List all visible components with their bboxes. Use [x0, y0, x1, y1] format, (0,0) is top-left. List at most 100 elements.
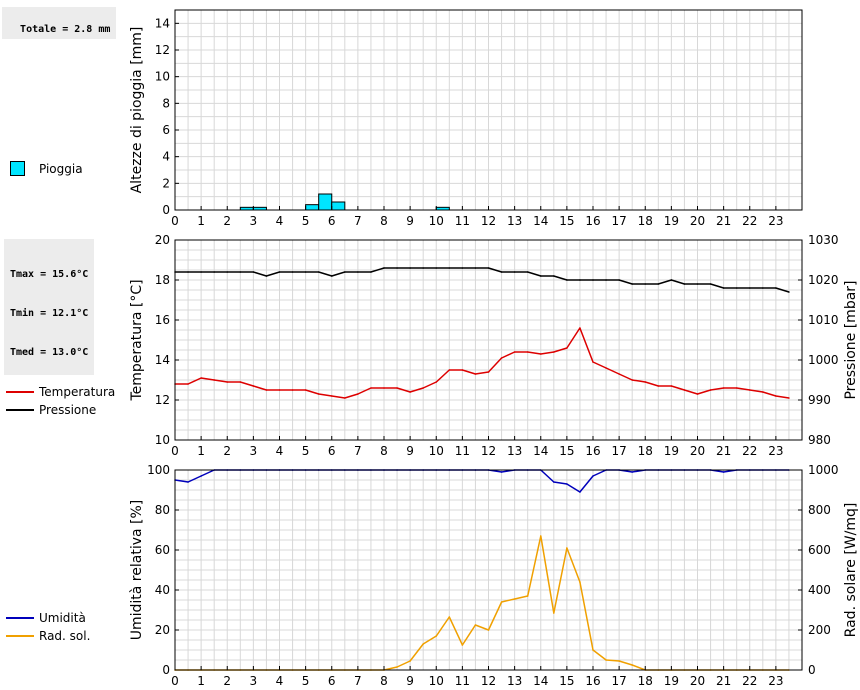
x-tick-label: 9: [406, 214, 414, 228]
temperature-point: [213, 379, 215, 381]
x-tick-label: 11: [455, 214, 470, 228]
pressure-point: [592, 279, 594, 281]
pressure-point: [513, 271, 516, 273]
temperature-point: [592, 361, 594, 363]
x-tick-label: 18: [638, 674, 653, 688]
temperature-point: [618, 373, 620, 375]
temperature-point: [344, 397, 346, 399]
y2-tick-label: 800: [808, 503, 831, 517]
pressure-point: [213, 271, 215, 273]
pressure-point: [474, 267, 477, 269]
x-tick-label: 5: [302, 444, 310, 458]
pressure-point: [409, 267, 411, 269]
pressure-point: [618, 279, 620, 281]
x-tick-label: 4: [276, 674, 284, 688]
solar-point: [618, 660, 620, 662]
pressure-point: [631, 283, 633, 285]
temperature-point: [748, 389, 751, 391]
temperature-point: [735, 387, 738, 389]
pressure-point: [775, 287, 777, 289]
solar-point: [579, 581, 581, 583]
pressure-point: [278, 271, 281, 273]
temperature-point: [500, 357, 503, 359]
x-tick-label: 0: [171, 444, 179, 458]
pressure-point: [291, 271, 294, 273]
solar-point: [553, 612, 555, 614]
pressure-point: [187, 271, 189, 273]
x-tick-label: 17: [611, 214, 626, 228]
x-tick-label: 16: [585, 444, 600, 458]
y2-tick-label: 200: [808, 623, 831, 637]
temperature-point: [526, 351, 529, 353]
solar-point: [435, 635, 438, 637]
y-tick-label: 80: [155, 503, 170, 517]
y2-tick-label: 1000: [808, 463, 839, 477]
humidity-point: [566, 483, 568, 485]
x-tick-label: 8: [380, 214, 388, 228]
solar-point: [422, 643, 424, 645]
y-tick-label: 100: [147, 463, 170, 477]
x-tick-label: 6: [328, 674, 336, 688]
y-axis-title: Altezze di pioggia [mm]: [129, 27, 145, 194]
temperature-point: [239, 381, 242, 383]
y-tick-label: 10: [155, 433, 170, 447]
pressure-point: [487, 267, 490, 269]
humidity-point: [187, 481, 189, 483]
x-tick-label: 19: [664, 444, 679, 458]
temperature-point: [265, 389, 268, 391]
solar-point: [526, 595, 529, 597]
x-tick-label: 23: [768, 214, 783, 228]
pressure-point: [735, 287, 738, 289]
temperature-point: [422, 387, 424, 389]
x-tick-label: 6: [328, 214, 336, 228]
x-tick-label: 7: [354, 444, 362, 458]
temperature-point: [200, 377, 202, 379]
x-tick-label: 20: [690, 674, 705, 688]
temperature-point: [474, 373, 477, 375]
temperature-point: [226, 381, 229, 383]
pressure-point: [226, 271, 229, 273]
x-tick-label: 11: [455, 674, 470, 688]
temperature-point: [278, 389, 281, 391]
temperature-point: [762, 391, 764, 393]
legend-item-pressure: Pressione: [6, 401, 115, 419]
pressure-point: [579, 279, 581, 281]
y2-tick-label: 1010: [808, 313, 839, 327]
pressure-point: [461, 267, 464, 269]
x-tick-label: 5: [302, 214, 310, 228]
x-tick-label: 15: [559, 214, 574, 228]
pressure-point: [670, 279, 673, 281]
pressure-point: [762, 287, 764, 289]
temperature-point: [317, 393, 320, 395]
y-tick-label: 10: [155, 70, 170, 84]
x-tick-label: 1: [197, 674, 205, 688]
solar-point: [474, 624, 477, 626]
legend-humidity-label: Umidità: [39, 611, 86, 625]
x-tick-label: 18: [638, 214, 653, 228]
rain-bar: [331, 201, 346, 211]
pressure-point: [526, 271, 529, 273]
humidity-point: [200, 475, 202, 477]
x-tick-label: 2: [223, 674, 231, 688]
x-tick-label: 15: [559, 444, 574, 458]
x-tick-label: 19: [664, 674, 679, 688]
x-tick-label: 16: [585, 674, 600, 688]
y2-axis-title: Pressione [mbar]: [843, 280, 859, 399]
x-tick-label: 21: [716, 214, 731, 228]
y-tick-label: 4: [162, 150, 170, 164]
humidity-line: [174, 469, 789, 493]
tmed-text: Tmed = 13.0°C: [10, 347, 89, 358]
temperature-point: [291, 389, 294, 391]
temperature-point: [252, 385, 255, 387]
humidity-point: [579, 491, 581, 493]
solar-point: [487, 629, 490, 631]
x-tick-label: 9: [406, 444, 414, 458]
x-tick-label: 12: [481, 674, 496, 688]
x-tick-label: 0: [171, 674, 179, 688]
y2-tick-label: 980: [808, 433, 831, 447]
x-tick-label: 21: [716, 674, 731, 688]
temperature-point: [304, 389, 307, 391]
y-tick-label: 8: [162, 96, 170, 110]
legend-item-temperature: Temperatura: [6, 383, 115, 401]
x-tick-label: 1: [197, 214, 205, 228]
